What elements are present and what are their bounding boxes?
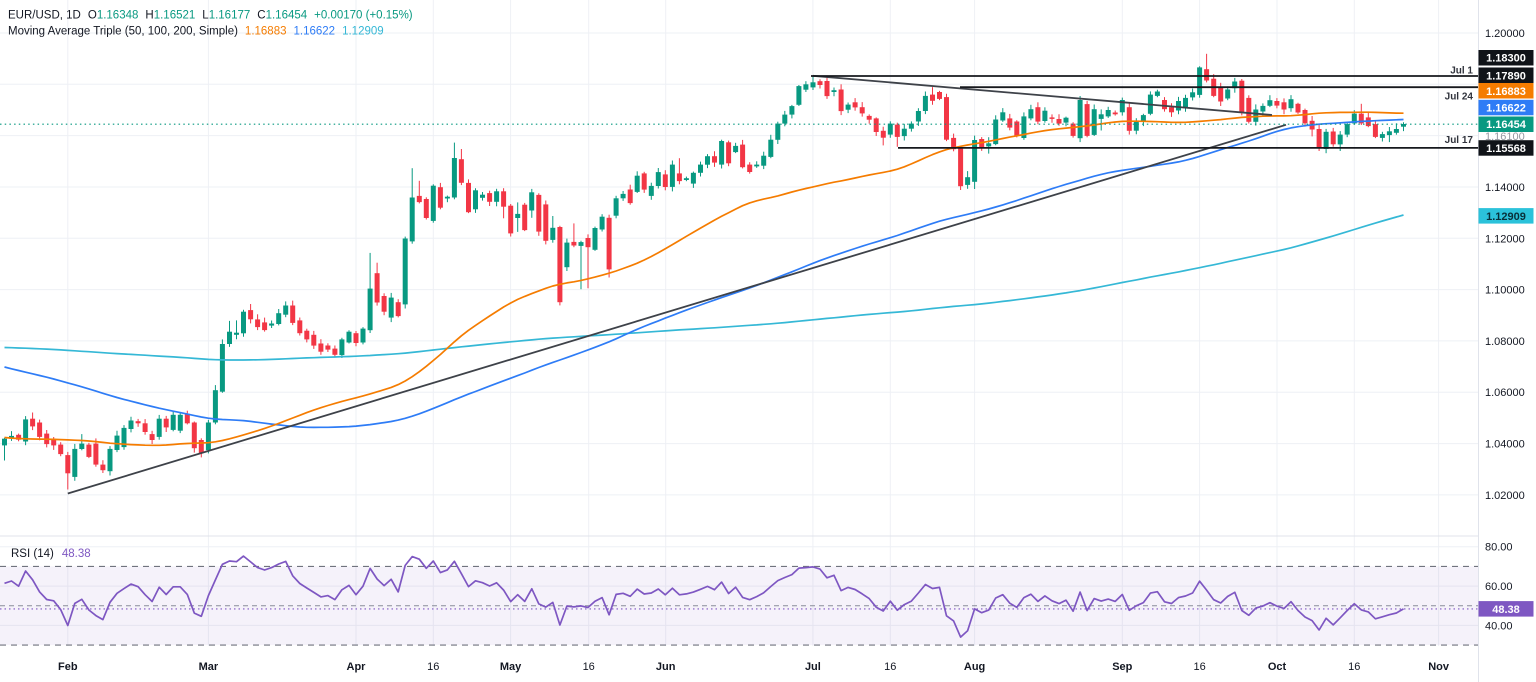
svg-text:16: 16 xyxy=(884,661,896,673)
svg-text:1.06000: 1.06000 xyxy=(1485,387,1525,399)
svg-text:48.38: 48.38 xyxy=(1492,604,1520,616)
svg-text:1.17890: 1.17890 xyxy=(1486,70,1526,82)
svg-text:Jul 24: Jul 24 xyxy=(1445,92,1474,103)
svg-text:May: May xyxy=(500,661,522,673)
svg-text:Jul: Jul xyxy=(805,661,821,673)
svg-text:Nov: Nov xyxy=(1428,661,1450,673)
svg-text:1.12000: 1.12000 xyxy=(1485,233,1525,245)
svg-text:1.15568: 1.15568 xyxy=(1486,143,1526,155)
svg-text:Jun: Jun xyxy=(656,661,676,673)
svg-text:1.20000: 1.20000 xyxy=(1485,28,1525,40)
svg-text:1.16883: 1.16883 xyxy=(1486,86,1526,98)
svg-text:1.08000: 1.08000 xyxy=(1485,336,1525,348)
svg-text:1.02000: 1.02000 xyxy=(1485,490,1525,502)
svg-text:Aug: Aug xyxy=(964,661,985,673)
svg-text:Moving Average Triple (50, 100: Moving Average Triple (50, 100, 200, Sim… xyxy=(8,26,384,38)
svg-text:1.04000: 1.04000 xyxy=(1485,439,1525,451)
svg-text:16: 16 xyxy=(427,661,439,673)
svg-text:60.00: 60.00 xyxy=(1485,581,1513,593)
svg-text:1.16454: 1.16454 xyxy=(1486,119,1527,131)
svg-text:RSI (14)48.38: RSI (14) 48.38 xyxy=(11,548,91,560)
svg-text:Oct: Oct xyxy=(1268,661,1287,673)
svg-text:1.12909: 1.12909 xyxy=(1486,211,1526,223)
svg-text:Apr: Apr xyxy=(347,661,367,673)
svg-text:1.14000: 1.14000 xyxy=(1485,182,1525,194)
svg-text:1.18300: 1.18300 xyxy=(1486,53,1526,65)
svg-text:Sep: Sep xyxy=(1112,661,1132,673)
svg-text:1.10000: 1.10000 xyxy=(1485,285,1525,297)
svg-text:16: 16 xyxy=(583,661,595,673)
svg-text:Jul 17: Jul 17 xyxy=(1445,135,1474,146)
svg-text:16: 16 xyxy=(1348,661,1360,673)
svg-text:16: 16 xyxy=(1193,661,1205,673)
svg-text:1.16622: 1.16622 xyxy=(1486,103,1526,115)
svg-text:80.00: 80.00 xyxy=(1485,542,1513,554)
svg-text:Mar: Mar xyxy=(199,661,219,673)
svg-text:Jul 1: Jul 1 xyxy=(1450,66,1473,77)
svg-text:Feb: Feb xyxy=(58,661,78,673)
svg-text:40.00: 40.00 xyxy=(1485,620,1513,632)
